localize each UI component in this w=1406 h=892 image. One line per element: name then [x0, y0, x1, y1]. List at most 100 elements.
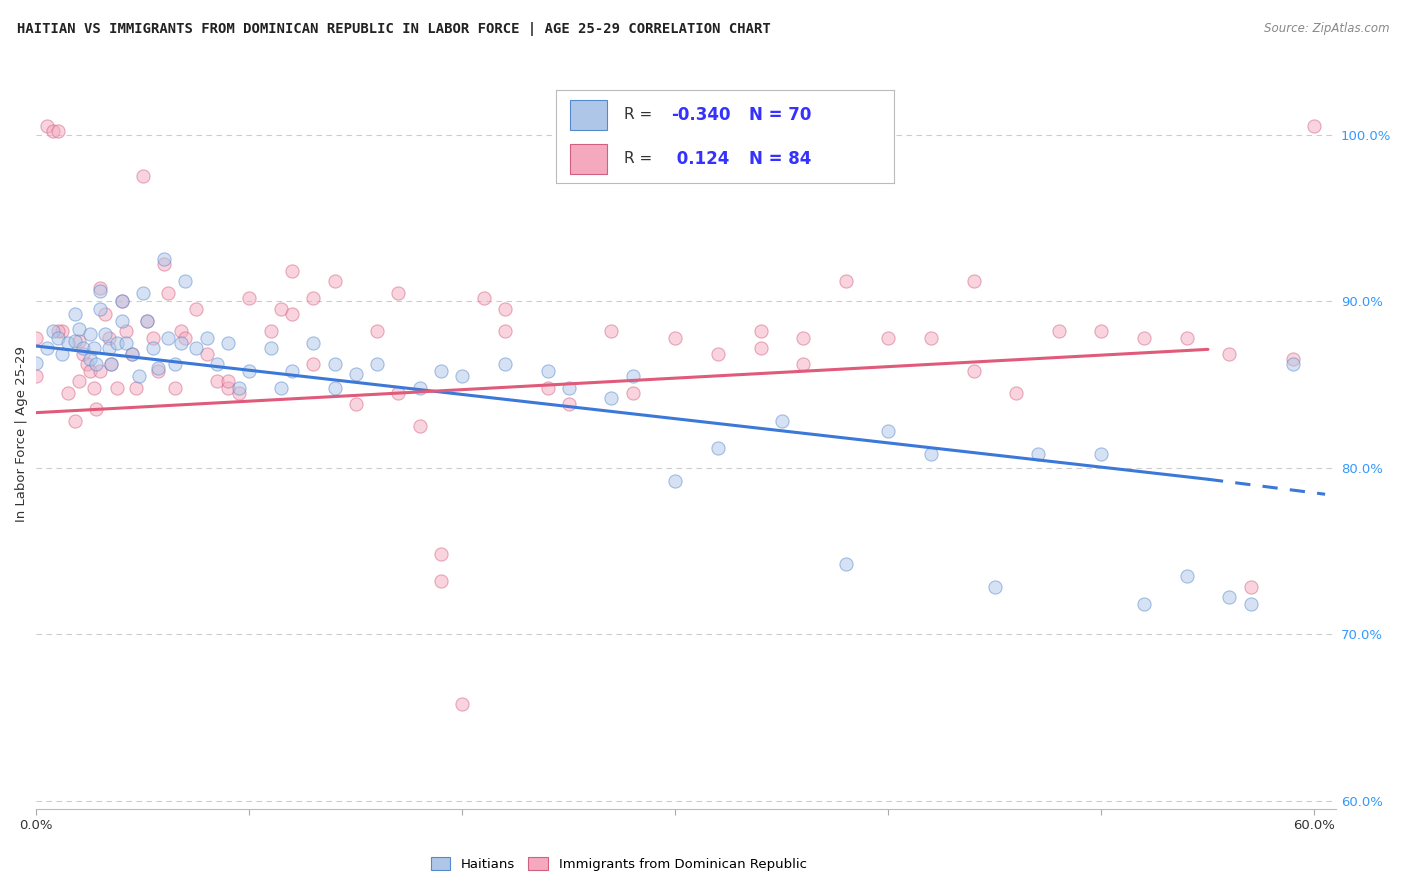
Point	[1239, 581, 1261, 595]
Point	[344, 368, 367, 382]
Point	[63, 334, 86, 348]
Point	[270, 381, 292, 395]
Point	[93, 327, 115, 342]
Point	[67, 334, 90, 348]
Point	[217, 335, 239, 350]
Point	[132, 169, 155, 184]
Point	[1218, 591, 1240, 605]
Point	[260, 324, 283, 338]
Point	[195, 331, 218, 345]
Point	[707, 441, 730, 455]
Point	[260, 341, 283, 355]
Point	[621, 385, 644, 400]
Point	[962, 274, 984, 288]
Point	[302, 291, 325, 305]
Point	[97, 341, 120, 355]
Point	[67, 322, 90, 336]
Point	[163, 357, 186, 371]
Point	[146, 360, 169, 375]
Point	[136, 314, 159, 328]
Point	[494, 302, 516, 317]
Point	[344, 397, 367, 411]
Point	[79, 364, 101, 378]
Point	[67, 374, 90, 388]
Point	[89, 364, 111, 378]
Point	[792, 331, 814, 345]
Point	[25, 369, 48, 384]
Point	[430, 364, 453, 378]
Point	[46, 324, 69, 338]
Point	[323, 357, 346, 371]
Point	[1090, 324, 1112, 338]
Point	[121, 347, 143, 361]
Point	[142, 341, 165, 355]
Point	[430, 547, 453, 561]
Point	[25, 331, 48, 345]
Point	[302, 335, 325, 350]
Point	[146, 364, 169, 378]
Point	[105, 381, 128, 395]
Point	[558, 397, 581, 411]
Point	[366, 357, 388, 371]
Point	[877, 331, 900, 345]
Point	[1026, 447, 1049, 461]
Point	[125, 381, 148, 395]
Point	[174, 274, 197, 288]
Point	[228, 381, 250, 395]
Point	[76, 357, 98, 371]
Point	[558, 381, 581, 395]
Point	[494, 357, 516, 371]
Point	[430, 574, 453, 588]
Point	[707, 347, 730, 361]
Point	[84, 357, 107, 371]
Point	[835, 557, 858, 571]
Point	[46, 124, 69, 138]
Point	[770, 414, 793, 428]
Point	[387, 285, 409, 300]
Point	[100, 357, 122, 371]
Point	[536, 364, 558, 378]
Point	[1175, 569, 1198, 583]
Point	[749, 341, 772, 355]
Point	[366, 324, 388, 338]
Point	[984, 581, 1007, 595]
Point	[1133, 331, 1156, 345]
Point	[472, 291, 495, 305]
Point	[600, 324, 623, 338]
Point	[494, 324, 516, 338]
Point	[1047, 324, 1070, 338]
Point	[664, 474, 686, 488]
Point	[835, 274, 858, 288]
Point	[72, 347, 94, 361]
Point	[157, 331, 180, 345]
Text: HAITIAN VS IMMIGRANTS FROM DOMINICAN REPUBLIC IN LABOR FORCE | AGE 25-29 CORRELA: HAITIAN VS IMMIGRANTS FROM DOMINICAN REP…	[17, 22, 770, 37]
Point	[46, 331, 69, 345]
Point	[792, 357, 814, 371]
Point	[100, 357, 122, 371]
Point	[1218, 347, 1240, 361]
Point	[281, 364, 304, 378]
Point	[1090, 447, 1112, 461]
Point	[184, 341, 207, 355]
Point	[228, 385, 250, 400]
Point	[195, 347, 218, 361]
Point	[157, 285, 180, 300]
Point	[621, 369, 644, 384]
Point	[89, 281, 111, 295]
Point	[114, 335, 136, 350]
Point	[387, 385, 409, 400]
Y-axis label: In Labor Force | Age 25-29: In Labor Force | Age 25-29	[15, 346, 28, 522]
Point	[217, 381, 239, 395]
Point	[42, 324, 65, 338]
Point	[83, 341, 105, 355]
Text: Source: ZipAtlas.com: Source: ZipAtlas.com	[1264, 22, 1389, 36]
Point	[323, 381, 346, 395]
Point	[451, 697, 474, 711]
Point	[110, 294, 132, 309]
Point	[35, 341, 58, 355]
Legend: Haitians, Immigrants from Dominican Republic: Haitians, Immigrants from Dominican Repu…	[425, 852, 813, 877]
Point	[51, 324, 73, 338]
Point	[184, 302, 207, 317]
Point	[409, 419, 432, 434]
Point	[238, 291, 260, 305]
